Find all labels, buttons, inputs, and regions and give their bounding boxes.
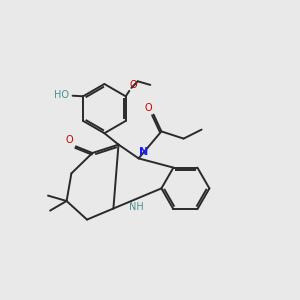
Text: O: O (66, 135, 74, 145)
Text: O: O (145, 103, 152, 113)
Text: N: N (139, 147, 148, 157)
Text: NH: NH (128, 202, 143, 212)
Text: O: O (130, 80, 137, 90)
Text: HO: HO (54, 90, 69, 100)
